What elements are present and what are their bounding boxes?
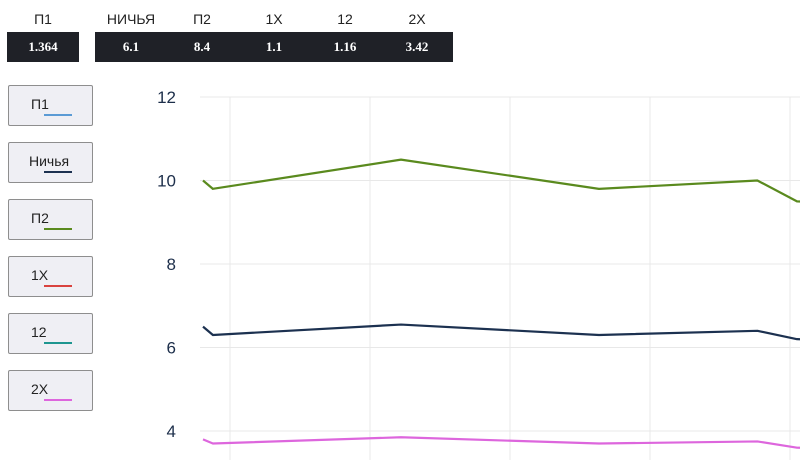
odds-value[interactable]: 1.364 [7,32,79,62]
legend-label: 12 [31,324,47,340]
y-axis-ticks: 12 10 8 6 4 [157,88,176,441]
odds-cell-p1[interactable]: П1 1.364 [7,10,79,62]
odds-label: П2 [193,11,211,27]
legend-button-p2[interactable]: П2 [8,199,93,240]
y-tick-label: 10 [157,172,176,191]
odds-cell-2x[interactable]: 2Х 3.42 [381,10,453,62]
legend-label: 1Х [31,267,49,283]
odds-cell-p2[interactable]: П2 8.4 [166,10,238,62]
odds-label: П1 [34,11,52,27]
odds-label: 1Х [265,11,283,27]
odds-value[interactable]: 8.4 [166,32,238,62]
y-tick-label: 12 [157,88,176,107]
legend-button-p1[interactable]: П1 [8,85,93,126]
y-tick-label: 6 [167,339,176,358]
odds-value[interactable]: 3.42 [381,32,453,62]
series-line-Ничья [202,323,800,341]
odds-label: 2Х [408,11,426,27]
odds-cell-1x[interactable]: 1Х 1.1 [238,10,310,62]
series-line-П2 [202,158,800,203]
legend-swatch [44,285,72,287]
y-tick-label: 4 [167,422,176,441]
legend-swatch [44,228,72,230]
legend-swatch [44,171,72,173]
legend-swatch [44,342,72,344]
legend-button-1x[interactable]: 1Х [8,256,93,297]
odds-value[interactable]: 6.1 [95,32,167,62]
odds-value[interactable]: 1.16 [309,32,381,62]
legend-button-draw[interactable]: Ничья [8,142,93,183]
legend-label: 2Х [31,381,49,397]
legend-label: П2 [31,210,49,226]
odds-label: НИЧЬЯ [106,11,156,27]
odds-label: 12 [337,11,353,27]
odds-value[interactable]: 1.1 [238,32,310,62]
odds-cell-draw[interactable]: НИЧЬЯ 6.1 [95,10,167,62]
y-tick-label: 8 [167,255,176,274]
legend-label: Ничья [29,153,70,169]
legend-swatch [44,114,72,116]
odds-cell-12[interactable]: 12 1.16 [309,10,381,62]
series-line-2Х [202,436,800,449]
legend-button-12[interactable]: 12 [8,313,93,354]
legend-swatch [44,399,72,401]
chart-series [202,158,800,449]
legend-label: П1 [31,96,49,112]
legend-button-2x[interactable]: 2Х [8,370,93,411]
chart-grid [200,96,800,460]
